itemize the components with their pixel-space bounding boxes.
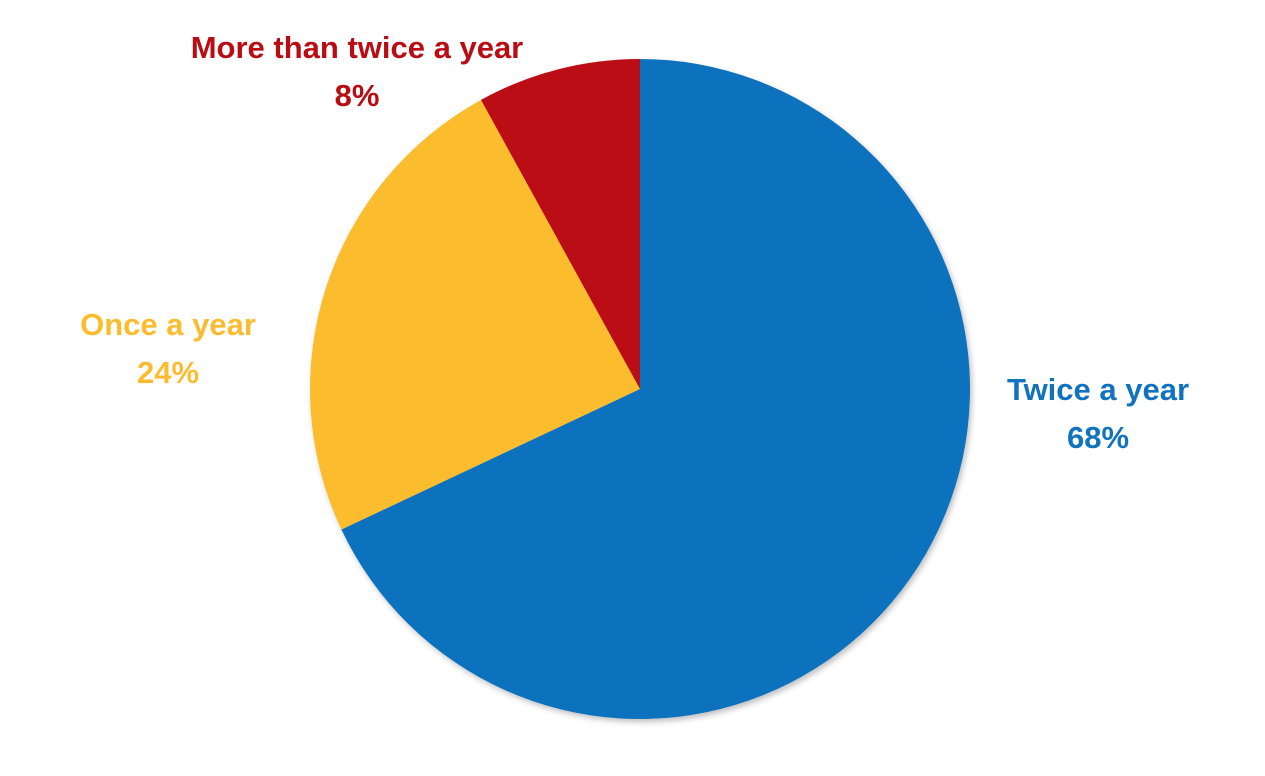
pie bbox=[310, 59, 971, 719]
pie-slice bbox=[310, 99, 640, 530]
value-label: 68% bbox=[1067, 420, 1129, 455]
slice-label: More than twice a year bbox=[191, 30, 524, 65]
value-label: 24% bbox=[137, 355, 199, 390]
slice-label: Once a year bbox=[80, 307, 256, 342]
slice-label: Twice a year bbox=[1007, 372, 1189, 407]
pie-slice bbox=[341, 59, 971, 719]
value-label: 8% bbox=[335, 78, 380, 113]
pie-slice bbox=[481, 59, 640, 389]
